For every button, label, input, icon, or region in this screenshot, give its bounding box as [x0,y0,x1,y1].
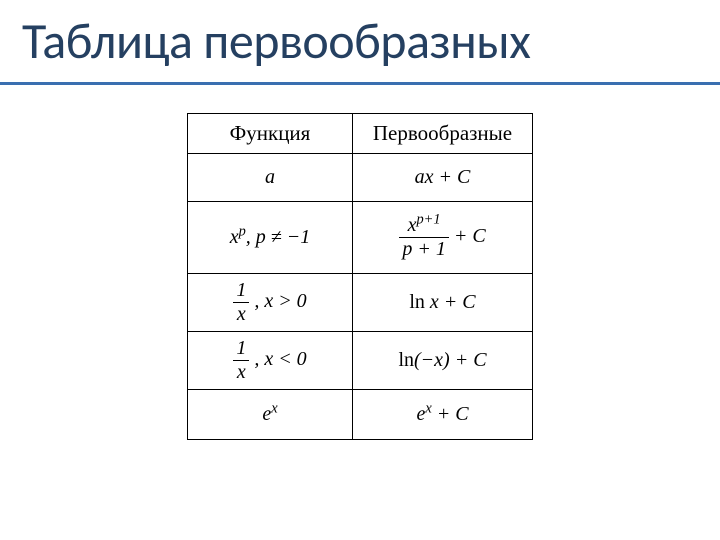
func-cell: ex [188,390,353,440]
func-1x-pos: 1 x , x > 0 [233,290,306,312]
func-ex: ex [262,403,277,425]
anti-cell: ax + C [353,154,533,202]
func-cell: a [188,154,353,202]
antiderivatives-table: Функция Первообразные a ax + C xp, p ≠ −… [187,113,533,440]
anti-cell: xp+1 p + 1 + C [353,202,533,274]
func-xp: xp, p ≠ −1 [230,226,311,248]
anti-xp: xp+1 p + 1 + C [399,225,485,247]
header-function: Функция [188,114,353,154]
func-1x-neg: 1 x , x < 0 [233,348,306,370]
anti-a: ax + C [415,166,471,188]
table-row: xp, p ≠ −1 xp+1 p + 1 + C [188,202,533,274]
anti-cell: ex + C [353,390,533,440]
table-wrap: Функция Первообразные a ax + C xp, p ≠ −… [0,113,720,440]
page-title: Таблица первообразных [22,11,530,72]
anti-ex: ex + C [416,403,468,425]
table-row: a ax + C [188,154,533,202]
table-row: 1 x , x > 0 ln ln x + Cx + C [188,274,533,332]
anti-cell: ln ln x + Cx + C [353,274,533,332]
table-row: ex ex + C [188,390,533,440]
func-cell: 1 x , x > 0 [188,274,353,332]
func-cell: xp, p ≠ −1 [188,202,353,274]
anti-lnx: ln ln x + Cx + C [409,291,475,313]
func-cell: 1 x , x < 0 [188,332,353,390]
anti-cell: ln(−x) + Cln(−x) + C [353,332,533,390]
table-row: 1 x , x < 0 ln(−x) + Cln(−x) + C [188,332,533,390]
anti-lnnegx: ln(−x) + Cln(−x) + C [398,349,486,371]
header-antiderivative: Первообразные [353,114,533,154]
table-header-row: Функция Первообразные [188,114,533,154]
title-bar: Таблица первообразных [0,0,720,85]
func-a: a [265,166,275,188]
